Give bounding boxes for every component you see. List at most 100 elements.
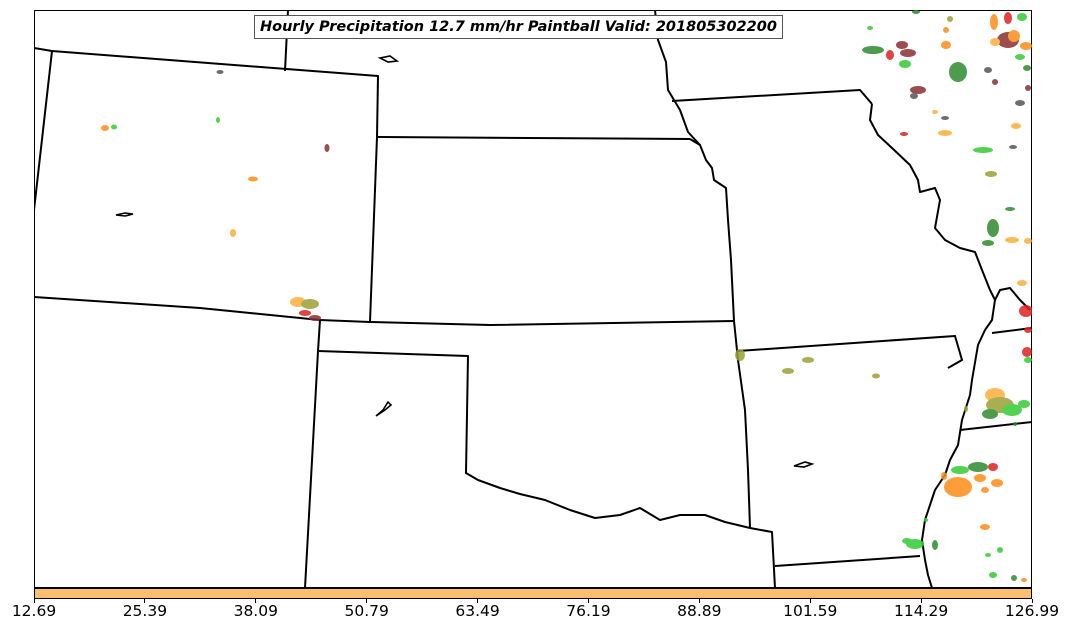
boundary-mississippi-east — [869, 103, 1031, 311]
paintball — [886, 50, 894, 60]
paintball — [990, 38, 1000, 46]
paintball — [968, 462, 988, 472]
paintball — [1017, 13, 1027, 21]
paintball — [992, 79, 998, 85]
colorbar — [34, 588, 1032, 599]
boundary-co-ks — [369, 136, 378, 323]
paintball — [910, 93, 918, 99]
paintball — [997, 547, 1003, 553]
paintball — [1021, 578, 1027, 582]
paintball — [1008, 30, 1020, 42]
paintball — [951, 466, 969, 474]
paintball — [1005, 237, 1019, 243]
paintball — [910, 86, 926, 94]
paintball — [900, 49, 916, 57]
paintball — [735, 349, 745, 361]
paintball — [991, 479, 1003, 487]
paintball — [984, 67, 992, 73]
boundary-ok-north — [317, 319, 751, 529]
paintball — [1020, 42, 1032, 50]
colorbar-tick-label: 50.79 — [344, 602, 389, 620]
paintball — [981, 487, 989, 493]
paintball — [974, 474, 986, 482]
colorbar-tick — [366, 599, 368, 603]
paintball — [943, 27, 949, 33]
paintball — [912, 10, 920, 14]
paintball — [947, 16, 953, 22]
colorbar-tick-label: 63.49 — [455, 602, 500, 620]
colorbar-tick — [255, 599, 257, 603]
colorbar-tick — [1031, 599, 1033, 603]
boundary-mo-ok — [733, 320, 751, 529]
boundary-ar-la-south — [774, 555, 921, 567]
paintball — [309, 315, 321, 321]
colorbar-tick-label: 114.29 — [893, 602, 949, 620]
paintball — [1002, 404, 1022, 416]
paintball — [988, 463, 998, 471]
paintball — [1004, 12, 1012, 24]
boundary-ar-la — [749, 527, 776, 588]
map-canvas — [34, 10, 1032, 588]
paintball — [941, 472, 947, 480]
colorbar-tick — [477, 599, 479, 603]
paintball — [1017, 280, 1027, 286]
paintball — [896, 41, 908, 49]
paintball — [299, 310, 311, 316]
paintball — [1011, 575, 1017, 581]
boundary-ne-north — [34, 47, 691, 140]
paintball — [982, 409, 998, 419]
colorbar-tick — [698, 599, 700, 603]
paintball — [230, 229, 236, 237]
paintball — [1024, 327, 1032, 333]
paintball — [101, 125, 109, 131]
paintball — [949, 62, 967, 82]
paintball — [902, 538, 912, 544]
boundary-wy-west — [34, 50, 53, 211]
paintball — [1023, 65, 1031, 71]
paintball — [900, 132, 908, 136]
boundary-missouri-river — [689, 138, 735, 322]
paintball — [1013, 422, 1017, 426]
paintball — [985, 553, 991, 557]
paintball — [1024, 357, 1032, 363]
lake-sd — [377, 55, 400, 63]
colorbar-tick-label: 12.69 — [11, 602, 57, 620]
lakes — [115, 55, 815, 468]
colorbar-tick — [587, 599, 589, 603]
boundary-nm-west — [304, 350, 319, 588]
paintball — [111, 124, 117, 130]
paintball — [216, 70, 224, 74]
paintball — [944, 477, 972, 497]
map-frame — [34, 10, 1032, 588]
colorbar-tick — [809, 599, 811, 603]
paintball — [1011, 123, 1021, 129]
lake-nm — [375, 400, 393, 417]
paintball — [1022, 347, 1032, 357]
paintball — [932, 540, 938, 550]
paintball — [987, 219, 999, 237]
state-boundaries — [34, 10, 1032, 588]
colorbar-tick-label: 126.99 — [1004, 602, 1060, 620]
paintball — [216, 117, 220, 123]
lake-ar — [793, 461, 815, 468]
colorbar-tick-label: 101.59 — [783, 602, 838, 620]
paintball — [802, 357, 814, 363]
boundary-mo-ar — [737, 335, 963, 369]
paintball — [980, 524, 990, 530]
boundary-co-north — [34, 296, 735, 326]
colorbar-tick — [33, 599, 35, 603]
boundary-ia-mo — [671, 89, 873, 105]
paintball — [964, 406, 968, 412]
paintball — [985, 171, 997, 177]
paintball — [941, 116, 949, 120]
paintball — [872, 373, 880, 379]
boundary-mississippi-lower — [921, 299, 996, 588]
boundary-tn-ms — [959, 421, 1032, 431]
paintball — [973, 147, 993, 153]
paintball — [1009, 145, 1017, 149]
paintball — [1018, 400, 1030, 408]
colorbar-tick — [144, 599, 146, 603]
paintball — [1024, 238, 1032, 244]
colorbar-tick-label: 88.89 — [677, 602, 722, 620]
paintball — [982, 240, 994, 246]
